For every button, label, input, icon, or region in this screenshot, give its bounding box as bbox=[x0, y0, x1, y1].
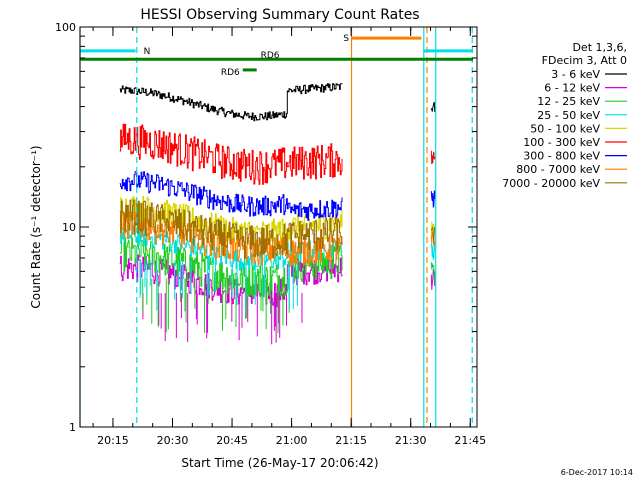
legend-label: 12 - 25 keV bbox=[537, 95, 600, 108]
series-line-late bbox=[430, 269, 436, 290]
y-tick-label: 1 bbox=[69, 421, 76, 434]
y-axis-label: Count Rate (s⁻¹ detector⁻¹) bbox=[29, 145, 43, 308]
x-tick-label: 21:30 bbox=[395, 434, 427, 447]
flag-label-rd6: RD6 bbox=[221, 68, 240, 78]
series-line-late bbox=[430, 150, 436, 165]
rd-annotation: RD6 bbox=[261, 51, 280, 61]
legend-label: 300 - 800 keV bbox=[523, 150, 600, 163]
y-tick-label: 100 bbox=[55, 21, 76, 34]
chart-title: HESSI Observing Summary Count Rates bbox=[140, 7, 419, 23]
x-tick-label: 20:15 bbox=[97, 434, 129, 447]
legend-header-1: Det 1,3,6, bbox=[572, 41, 627, 54]
series-line-late bbox=[430, 101, 436, 113]
series-1 bbox=[119, 83, 436, 122]
series-line bbox=[119, 171, 343, 221]
date-stamp: 6-Dec-2017 10:14 bbox=[561, 468, 633, 477]
flag-label-n: N bbox=[144, 47, 151, 57]
series-line bbox=[119, 123, 343, 185]
legend-label: 7000 - 20000 keV bbox=[502, 177, 600, 190]
x-tick-label: 20:30 bbox=[157, 434, 189, 447]
series-line-late bbox=[430, 262, 436, 282]
series-line bbox=[119, 83, 343, 122]
x-tick-label: 21:15 bbox=[335, 434, 367, 447]
series-6 bbox=[119, 123, 436, 185]
legend-label: 800 - 7000 keV bbox=[516, 163, 600, 176]
legend-label: 25 - 50 keV bbox=[537, 109, 600, 122]
y-tick-label: 10 bbox=[62, 221, 76, 234]
x-tick-label: 21:45 bbox=[454, 434, 486, 447]
series-line-late bbox=[430, 190, 436, 209]
series-9 bbox=[119, 199, 436, 260]
x-tick-label: 21:00 bbox=[276, 434, 308, 447]
series-line-late bbox=[430, 226, 436, 246]
legend-label: 6 - 12 keV bbox=[544, 82, 600, 95]
legend-label: 100 - 300 keV bbox=[523, 136, 600, 149]
flag-label-s: S bbox=[343, 34, 349, 44]
series-line bbox=[119, 236, 343, 298]
legend-label: 3 - 6 keV bbox=[551, 68, 600, 81]
series-line bbox=[119, 199, 343, 260]
x-tick-label: 20:45 bbox=[216, 434, 248, 447]
x-axis-label: Start Time (26-May-17 20:06:42) bbox=[181, 456, 378, 470]
legend-label: 50 - 100 keV bbox=[530, 122, 600, 135]
series-7 bbox=[119, 171, 436, 221]
legend-header-2: FDecim 3, Att 0 bbox=[542, 54, 627, 67]
